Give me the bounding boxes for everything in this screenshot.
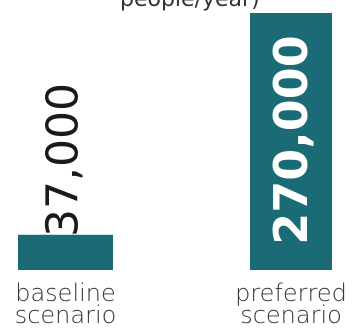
bar-preferred [250,13,332,270]
top-text-fragment: people/year) [120,0,260,12]
value-label-preferred: 270,000 [264,35,318,245]
category-label-preferred-line-2: scenario [240,301,342,329]
category-label-baseline-line-1: baseline [15,279,116,307]
bar-baseline [18,234,113,270]
category-label-preferred-line-1: preferred [235,279,347,307]
category-label-baseline-line-2: scenario [15,301,117,329]
value-label-baseline: 37,000 [38,83,89,237]
